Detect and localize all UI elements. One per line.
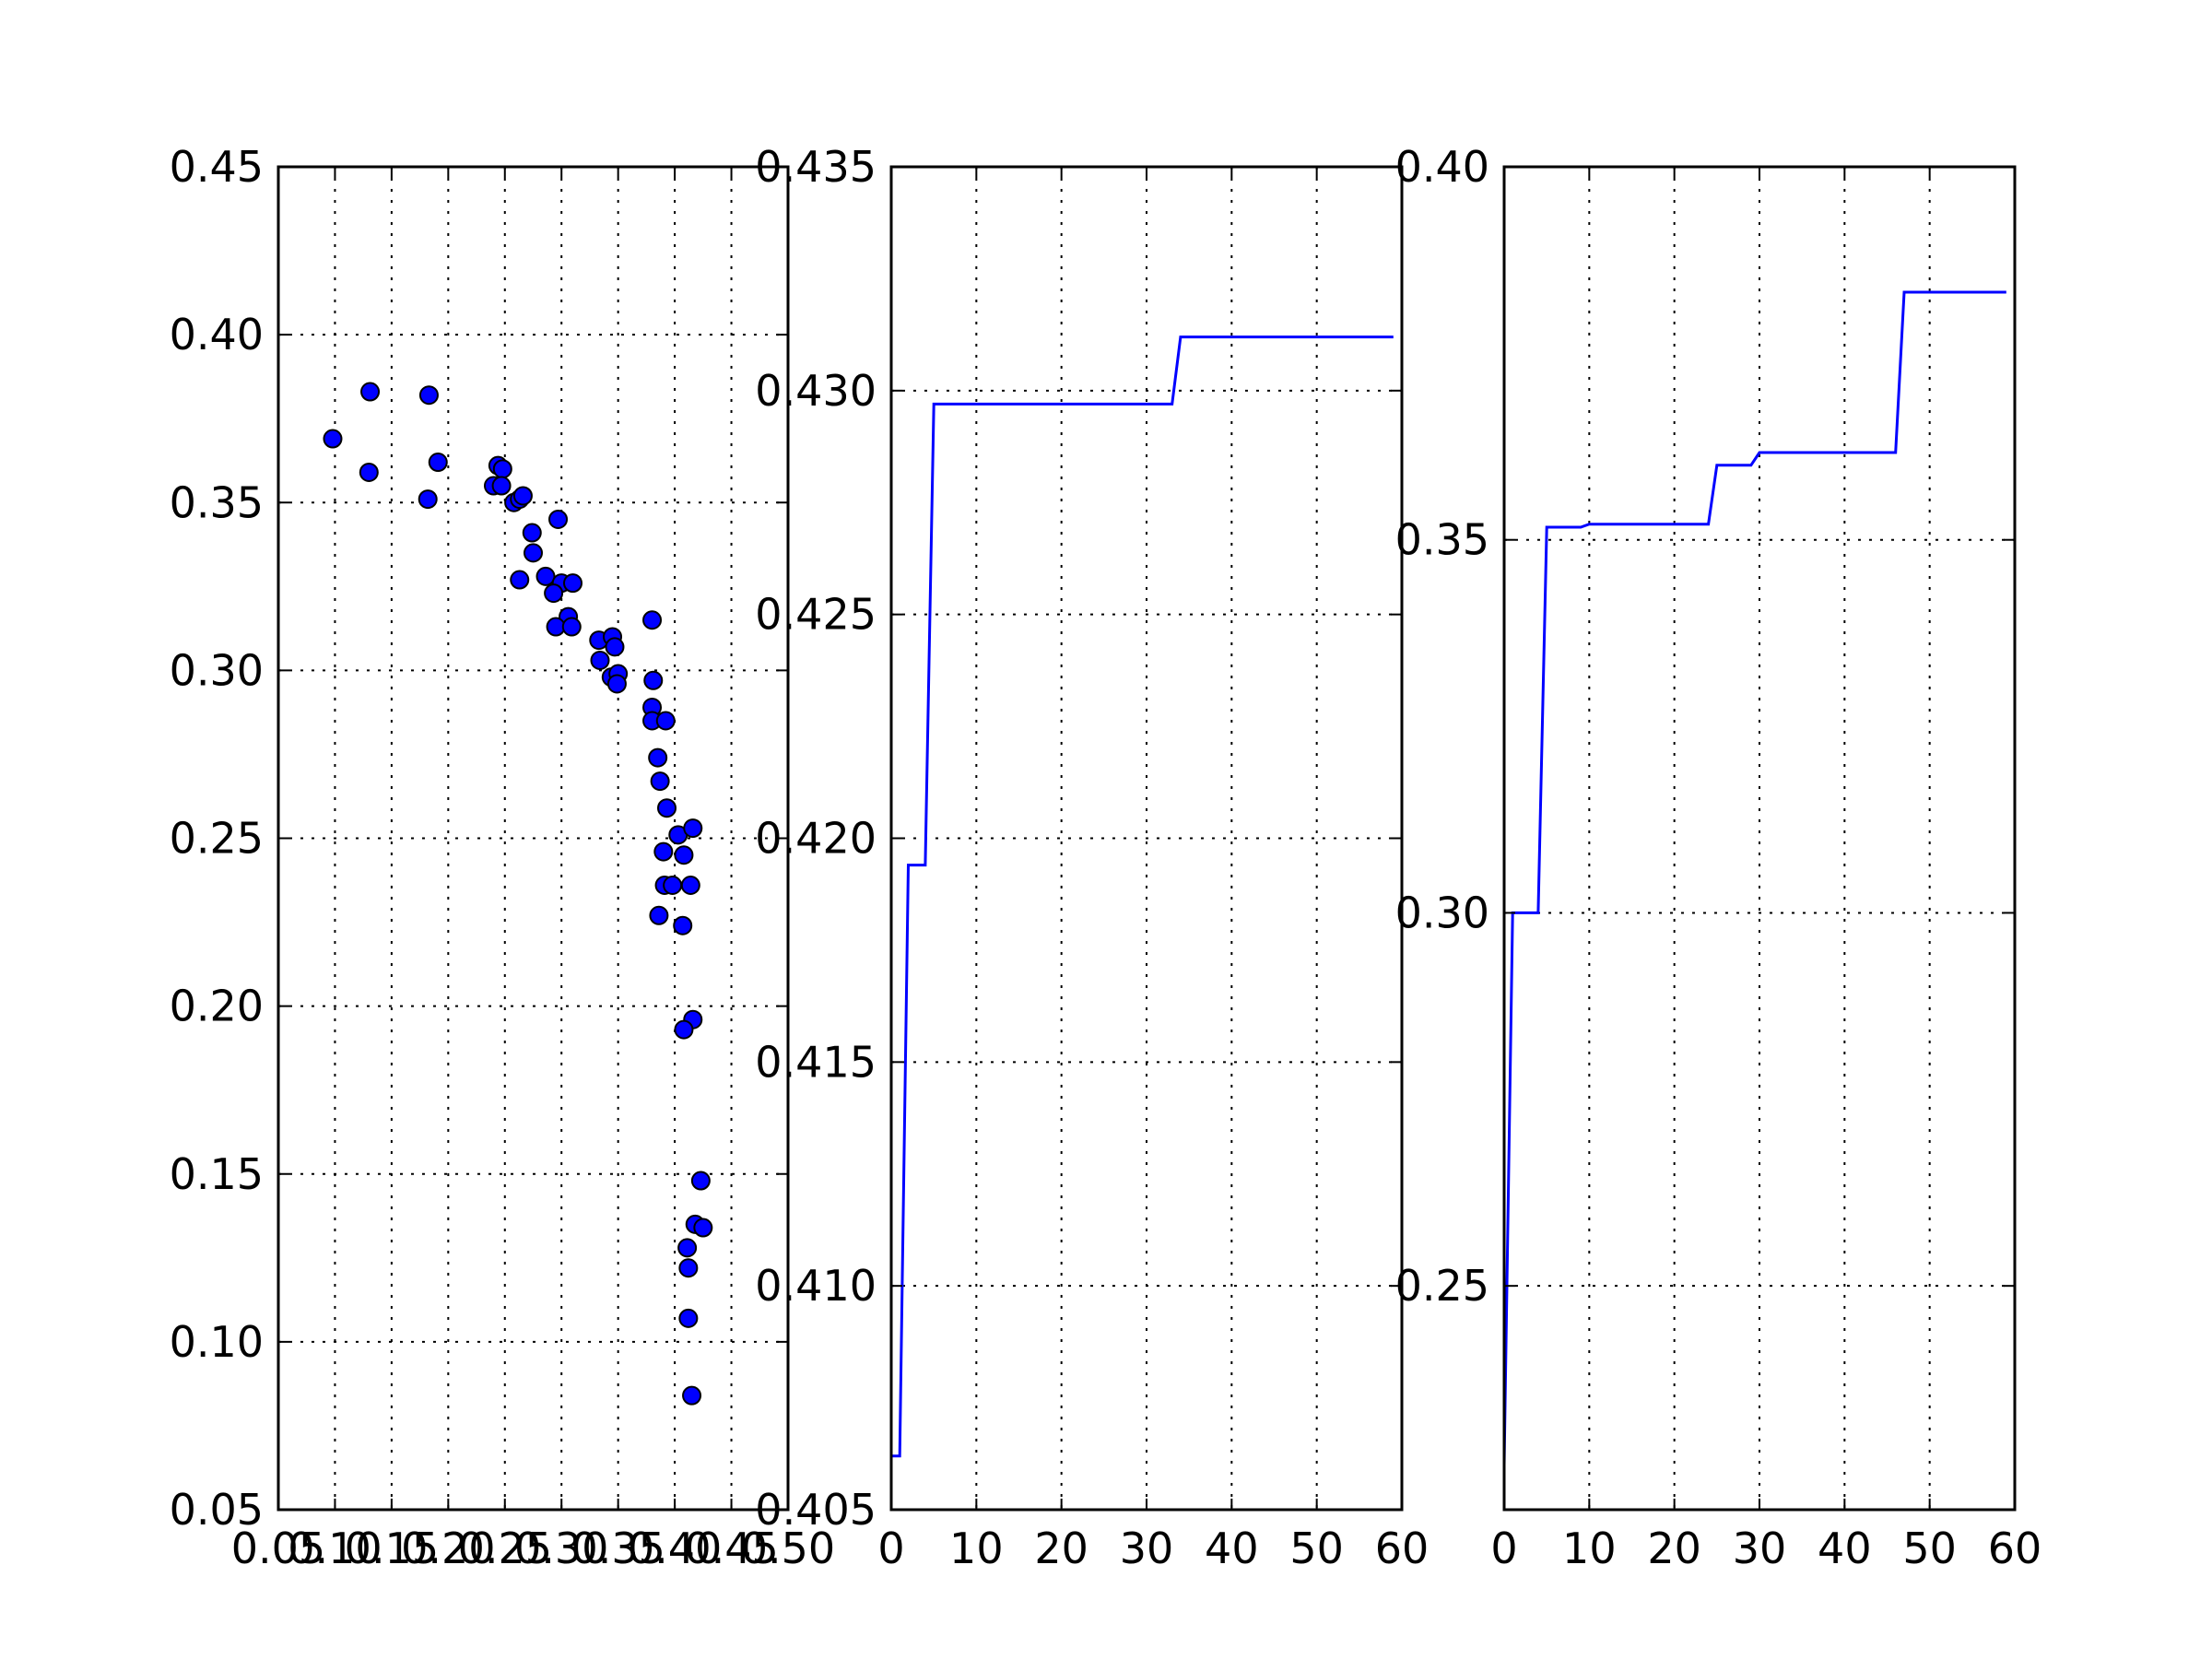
x-tick-label: 0 (1490, 1524, 1517, 1573)
scatter-point (657, 798, 677, 818)
scatter-point (563, 573, 583, 594)
scatter-point (590, 650, 610, 670)
x-tick-label: 0.30 (514, 1524, 608, 1573)
y-tick-label: 0.410 (755, 1261, 877, 1311)
scatter-point (648, 747, 668, 768)
y-tick-label: 0.40 (1395, 142, 1489, 192)
scatter-point (359, 462, 379, 482)
scatter-point (650, 771, 670, 792)
x-tick-label: 20 (1034, 1524, 1088, 1573)
scatter-point (653, 841, 674, 862)
y-tick-label: 0.45 (170, 142, 264, 192)
x-tick-label: 50 (1289, 1524, 1344, 1573)
scatter-panel: 0.050.100.150.200.250.300.350.400.450.50… (170, 142, 836, 1573)
scatter-point (544, 583, 564, 604)
scatter-point (323, 429, 343, 449)
scatter-point (418, 385, 439, 406)
y-tick-label: 0.40 (170, 310, 264, 359)
scatter-point (663, 875, 683, 895)
scatter-point (682, 1385, 702, 1406)
x-tick-label: 40 (1818, 1524, 1872, 1573)
x-tick-label: 60 (1988, 1524, 2042, 1573)
y-tick-label: 0.20 (170, 982, 264, 1031)
scatter-point (673, 915, 693, 935)
scatter-point (678, 1258, 699, 1278)
y-tick-label: 0.25 (170, 814, 264, 864)
y-tick-label: 0.25 (1395, 1261, 1489, 1311)
x-tick-label: 0.45 (684, 1524, 778, 1573)
scatter-point (642, 610, 663, 630)
x-tick-label: 0.10 (288, 1524, 382, 1573)
scatter-point (360, 382, 381, 402)
scatter-point (546, 617, 566, 637)
x-tick-label: 20 (1647, 1524, 1701, 1573)
x-tick-label: 60 (1375, 1524, 1430, 1573)
series-line (891, 335, 1394, 1458)
scatter-point (690, 1171, 711, 1191)
x-tick-label: 0.50 (741, 1524, 835, 1573)
scatter-point (418, 489, 438, 510)
scatter-point (693, 1218, 713, 1238)
x-tick-label: 0.35 (571, 1524, 665, 1573)
x-tick-label: 0.40 (628, 1524, 722, 1573)
scatter-point (677, 1238, 698, 1258)
scatter-point (512, 486, 533, 506)
y-tick-label: 0.415 (755, 1037, 877, 1087)
y-tick-label: 0.425 (755, 590, 877, 640)
x-tick-label: 10 (949, 1524, 1004, 1573)
scatter-point (535, 566, 556, 586)
x-tick-label: 0.25 (458, 1524, 552, 1573)
y-tick-label: 0.15 (170, 1149, 264, 1199)
x-tick-label: 30 (1733, 1524, 1787, 1573)
scatter-point (655, 711, 676, 731)
scatter-point (428, 453, 448, 473)
y-tick-label: 0.430 (755, 366, 877, 416)
y-tick-label: 0.35 (170, 477, 264, 527)
scatter-point (561, 617, 582, 637)
scatter-point (548, 509, 569, 529)
scatter-point (522, 523, 542, 543)
x-tick-label: 10 (1562, 1524, 1617, 1573)
y-tick-label: 0.30 (170, 645, 264, 695)
scatter-point (606, 674, 627, 694)
scatter-point (605, 637, 625, 657)
series-line (1502, 290, 2006, 1465)
line-panel-right: 0 10 20 30 40 50 60 0.25 0.30 0.35 0.40 (1395, 142, 2042, 1573)
x-tick-label: 0.15 (345, 1524, 439, 1573)
y-tick-label: 0.405 (755, 1485, 877, 1535)
y-tick-label: 0.10 (170, 1317, 264, 1367)
scatter-point (674, 1019, 694, 1040)
x-tick-label: 0.05 (231, 1524, 325, 1573)
y-tick-label: 0.420 (755, 814, 877, 864)
scatter-point (524, 543, 543, 563)
scatter-point (510, 570, 530, 590)
scatter-point (678, 1308, 699, 1328)
scatter-point (680, 875, 700, 895)
y-tick-label: 0.05 (170, 1485, 264, 1535)
y-tick-label: 0.35 (1395, 515, 1489, 565)
x-tick-label: 40 (1205, 1524, 1259, 1573)
y-tick-label: 0.435 (755, 142, 877, 192)
scatter-point (643, 670, 664, 690)
x-tick-label: 0.20 (401, 1524, 495, 1573)
scatter-point (492, 459, 512, 479)
x-tick-label: 50 (1902, 1524, 1957, 1573)
line-panel-middle: 0 10 20 30 40 50 60 0.405 0.410 0.415 0.420 0.425 0.… (755, 142, 1429, 1573)
scatter-point (683, 818, 703, 839)
scatter-point (491, 476, 512, 496)
scatter-point (649, 905, 669, 925)
x-tick-label: 30 (1120, 1524, 1174, 1573)
y-tick-label: 0.30 (1395, 888, 1489, 937)
scatter-point (674, 845, 694, 865)
x-tick-label: 0 (877, 1524, 904, 1573)
